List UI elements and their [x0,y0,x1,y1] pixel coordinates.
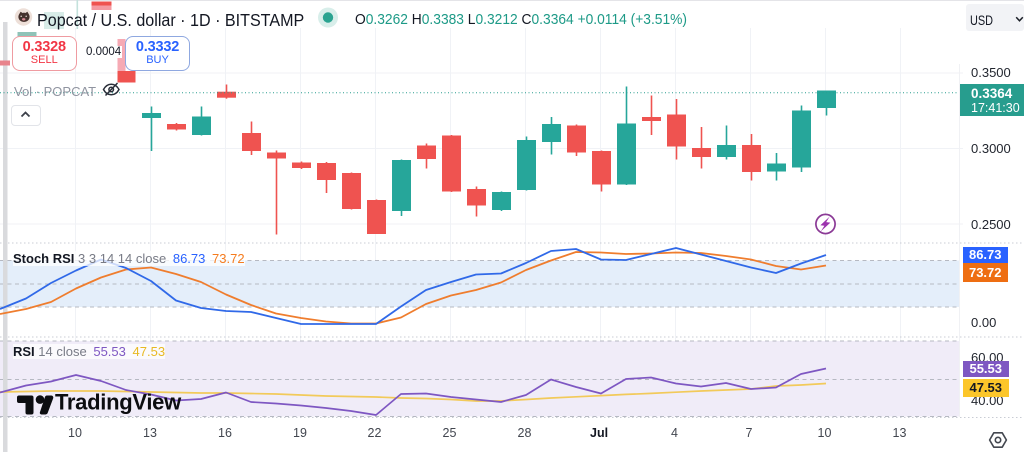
svg-text:TradingView: TradingView [55,390,182,415]
